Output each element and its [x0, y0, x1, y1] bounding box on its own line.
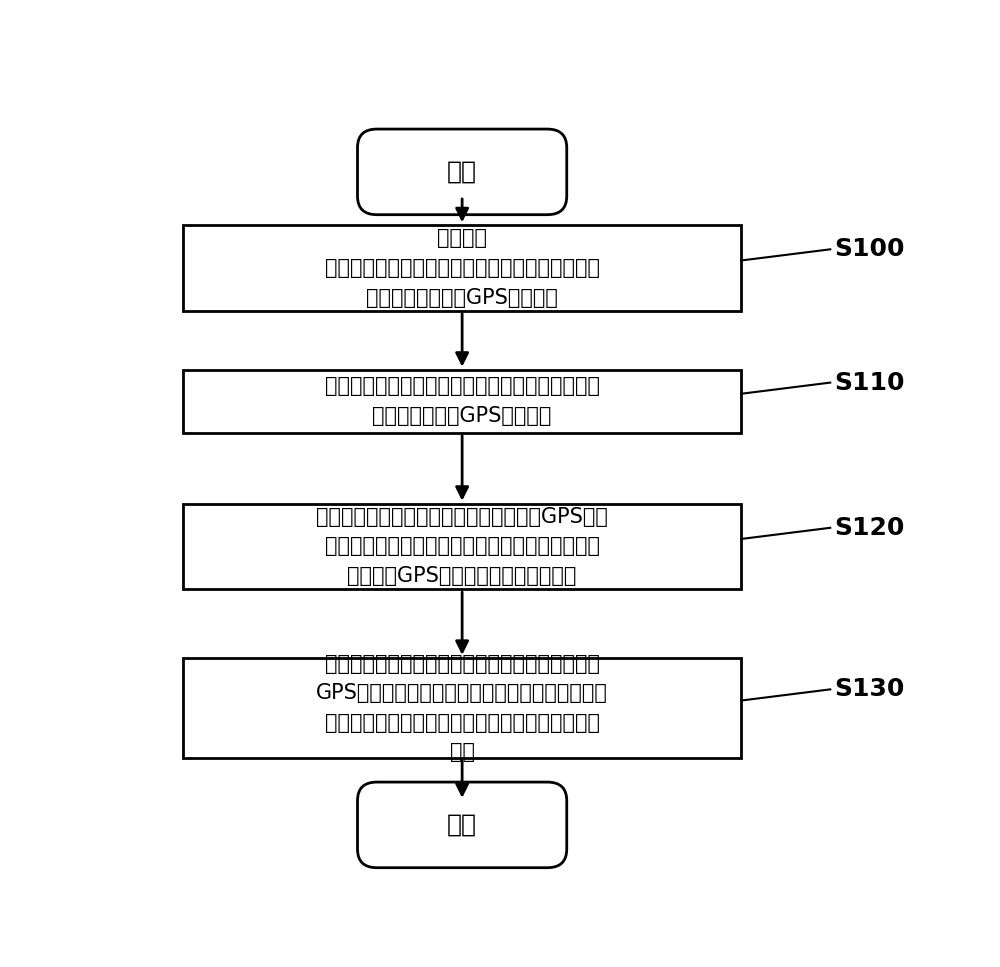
Text: 开始: 开始 [447, 160, 477, 184]
Text: S130: S130 [834, 677, 904, 701]
Text: 结束: 结束 [447, 813, 477, 836]
Bar [183, 369, 741, 433]
Text: 所述处理
器控制定位天线获取卫星信号，所述卫星信号包括
北斗卫星信号以及GPS卫星信号: 所述处理 器控制定位天线获取卫星信号，所述卫星信号包括 北斗卫星信号以及GPS卫… [325, 228, 600, 308]
Text: 根据所述北斗频段信号对应的定位信息，以及所述
GPS频段信号对应的定位信息，在地图中提供三种
可选的显示模式并控制显示模块显示其中一种显示
模式: 根据所述北斗频段信号对应的定位信息，以及所述 GPS频段信号对应的定位信息，在地… [316, 654, 608, 762]
Bar [183, 504, 741, 589]
FancyBboxPatch shape [358, 129, 567, 215]
Text: S110: S110 [834, 370, 905, 395]
FancyBboxPatch shape [358, 782, 567, 867]
Text: 控制导航芯片分别处理北斗频段信号以及GPS频段
信号，获取到所述北斗频段信号对应的定位信息，
以及所述GPS频段信号对应的定位信息: 控制导航芯片分别处理北斗频段信号以及GPS频段 信号，获取到所述北斗频段信号对应… [316, 507, 608, 586]
Text: S120: S120 [834, 515, 904, 540]
Text: S100: S100 [834, 237, 905, 261]
Bar [183, 658, 741, 758]
Text: 控制信号处理模块预处理所述卫星信号，获取到北
斗频段信号以及GPS频段信号: 控制信号处理模块预处理所述卫星信号，获取到北 斗频段信号以及GPS频段信号 [325, 376, 600, 426]
Bar [183, 225, 741, 310]
